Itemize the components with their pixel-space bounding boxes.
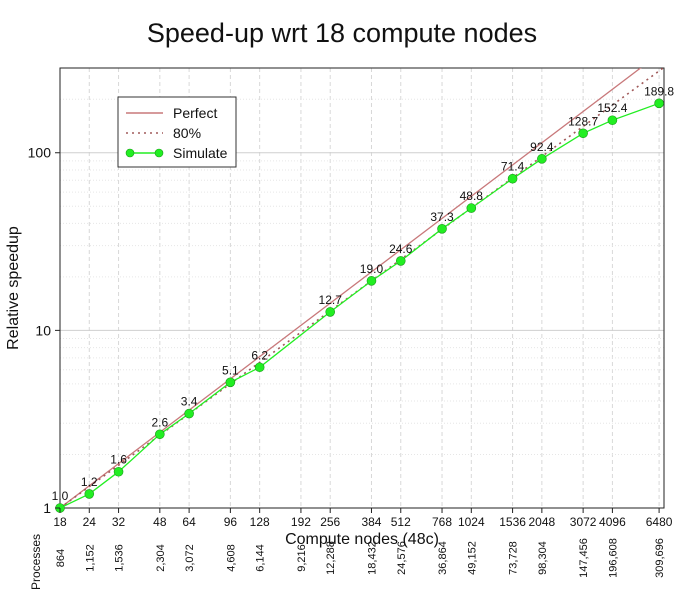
process-tick-label: 1,152 (84, 544, 96, 572)
x-tick-label: 768 (432, 515, 452, 529)
data-label: 152.4 (597, 101, 627, 115)
chart-title: Speed-up wrt 18 compute nodes (146, 18, 538, 48)
data-label: 12.7 (319, 293, 343, 307)
x-tick-label: 6480 (646, 515, 673, 529)
x-tick-label: 96 (224, 515, 238, 529)
process-tick-label: 309,696 (654, 538, 666, 578)
process-tick-label: 147,456 (578, 538, 590, 578)
series-layer: 1.0 1.2 1.6 2.6 3.4 5.1 6.2 12.7 19.0 24.6 37.3 48.… (52, 68, 674, 513)
data-label: 24.6 (389, 242, 413, 256)
data-label: 71.4 (501, 160, 525, 174)
process-tick-label: 6,144 (255, 544, 267, 572)
data-point (184, 408, 194, 419)
process-tick-label: 24,576 (396, 541, 408, 575)
data-label: 128.7 (568, 114, 598, 128)
process-tick-label: 864 (55, 549, 67, 567)
x-tick-label: 192 (291, 515, 311, 529)
x-tick-label: 384 (361, 515, 381, 529)
data-label: 6.2 (251, 348, 268, 362)
data-point (578, 128, 588, 139)
x-tick-label: 24 (83, 515, 97, 529)
data-label: 1.6 (110, 453, 127, 467)
processes-axis-label: Processes (29, 534, 43, 590)
data-label: 3.4 (181, 395, 198, 409)
data-point (254, 362, 265, 373)
data-label: 2.6 (151, 415, 168, 429)
data-point (466, 203, 477, 213)
x-axis-label: Compute nodes (48c) (285, 531, 439, 548)
data-point (507, 173, 518, 184)
data-label: 1.2 (81, 475, 98, 489)
data-point (325, 307, 336, 317)
data-point (225, 377, 236, 388)
x-tick-label: 128 (250, 515, 270, 529)
x-tick-label: 64 (182, 515, 196, 529)
x-tick-label: 1024 (458, 515, 485, 529)
x-tick-label: 48 (153, 515, 167, 529)
x-tick-label: 512 (391, 515, 411, 529)
data-label: 48.8 (460, 189, 484, 203)
data-point (607, 115, 618, 126)
legend-box (117, 96, 237, 168)
process-tick-label: 49,152 (466, 541, 478, 575)
data-label: 1.0 (52, 489, 69, 503)
x-tick-label: 1536 (499, 515, 526, 529)
process-tick-label: 4,608 (225, 544, 237, 572)
data-point (395, 256, 406, 266)
legend-entry: Perfect (173, 105, 217, 121)
y-tick-label: 10 (35, 322, 51, 338)
y-tick-label: 100 (28, 145, 52, 161)
process-tick-label: 12,288 (325, 541, 337, 575)
x-tick-label: 3072 (570, 515, 597, 529)
x-tick-label: 2048 (529, 515, 556, 529)
plot-frame (59, 67, 665, 509)
legend-entry: 80% (173, 125, 201, 141)
process-tick-label: 36,864 (437, 541, 449, 575)
data-label: 189.8 (644, 84, 674, 98)
process-tick-label: 98,304 (537, 541, 549, 575)
data-label: 19.0 (360, 262, 384, 276)
data-point (113, 466, 124, 477)
process-tick-label: 2,304 (155, 544, 167, 572)
data-point (654, 98, 664, 109)
data-point (84, 489, 95, 499)
x-tick-label: 32 (112, 515, 126, 529)
process-tick-label: 18,432 (366, 541, 378, 575)
process-tick-label: 9,216 (296, 544, 308, 572)
x-tick-label: 18 (53, 515, 67, 529)
data-point (155, 429, 165, 440)
legend: Perfect 80% Simulate (117, 96, 237, 168)
data-point (366, 276, 377, 286)
y-tick-label: 1 (43, 500, 51, 516)
process-tick-label: 3,072 (184, 544, 196, 572)
legend-marker (154, 148, 164, 158)
process-tick-label: 1,536 (114, 544, 126, 572)
process-tick-label: 196,608 (607, 538, 619, 578)
data-label: 5.1 (222, 363, 239, 377)
process-tick-label: 73,728 (508, 541, 520, 575)
x-tick-label: 256 (320, 515, 340, 529)
data-point (537, 154, 547, 164)
y-axis-label: Relative speedup (5, 226, 22, 350)
legend-marker (125, 148, 135, 158)
x-tick-label: 4096 (599, 515, 626, 529)
axes: 18 864 24 1,152 32 1,536 48 2,304 64 3,072 96 4,608… (28, 145, 673, 578)
data-label: 37.3 (430, 210, 454, 224)
legend-entry: Simulate (173, 145, 228, 161)
data-label: 92.4 (530, 140, 554, 154)
data-point (437, 224, 447, 234)
